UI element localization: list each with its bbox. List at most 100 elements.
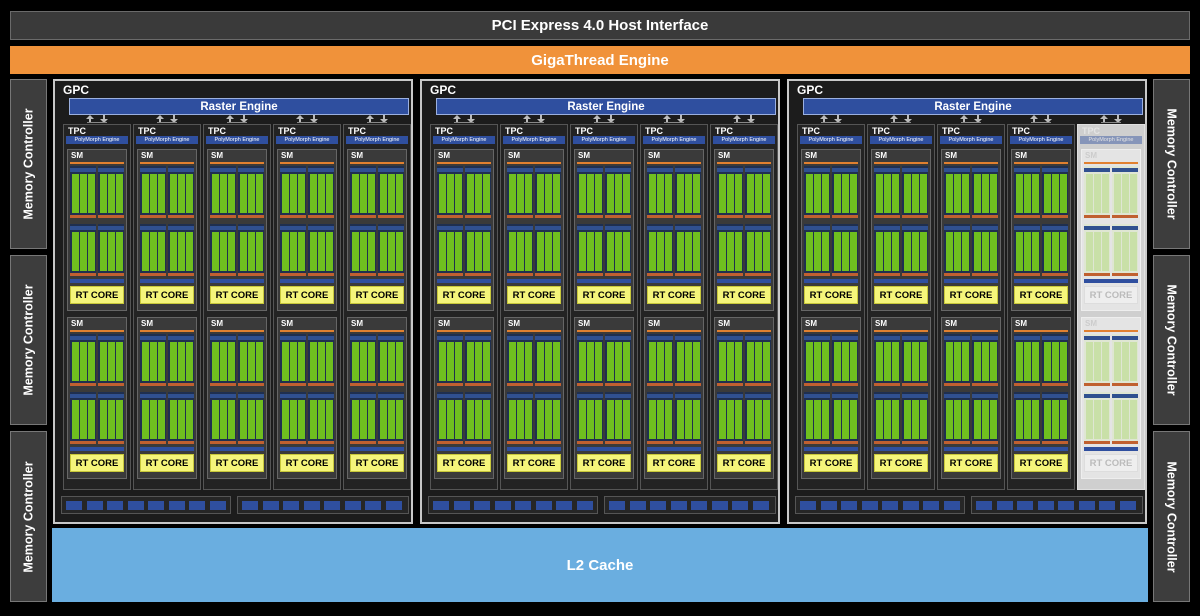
cuda-core-column (755, 232, 762, 271)
sm-register-bar (675, 273, 701, 276)
cuda-core-column (623, 342, 630, 381)
sm-processing-block (577, 224, 603, 276)
cuda-core-column (587, 342, 594, 381)
cuda-core-column (100, 400, 107, 439)
cuda-core-column (170, 400, 177, 439)
sm-register-bar (168, 441, 194, 444)
sm-processing-block (1084, 392, 1110, 444)
cuda-core-column (946, 232, 953, 271)
sm-label: SM (945, 151, 957, 160)
sm-processing-block (210, 166, 236, 218)
cuda-core-column (884, 174, 891, 213)
cuda-core-column (142, 400, 149, 439)
cuda-core-column (579, 342, 586, 381)
cuda-core-column (475, 400, 482, 439)
cuda-core-column (72, 174, 79, 213)
cuda-core-column (842, 174, 849, 213)
cuda-core-column (150, 400, 157, 439)
streaming-multiprocessor: SM RT CORE (347, 149, 407, 311)
cuda-core-column (455, 232, 462, 271)
sm-label: SM (351, 151, 363, 160)
sm-register-bar (1112, 383, 1138, 386)
sm-processing-block (140, 224, 166, 276)
sm-processing-block (535, 334, 561, 386)
sm-cache-bar (944, 330, 998, 332)
sm-processing-block (1014, 224, 1040, 276)
cuda-core-column (842, 232, 849, 271)
cuda-core-column (150, 174, 157, 213)
cuda-core-column (368, 174, 375, 213)
memory-unit-block (474, 501, 490, 510)
cuda-core-column (545, 342, 552, 381)
cuda-core-column (256, 400, 263, 439)
sm-scheduler-bar (465, 168, 491, 172)
bidirectional-arrow-icon (1030, 115, 1052, 123)
sm-scheduler-bar (647, 226, 673, 230)
sm-processing-block (717, 224, 743, 276)
cuda-core-column (298, 342, 305, 381)
rt-core: RT CORE (577, 286, 631, 304)
sm-register-bar (507, 383, 533, 386)
sm-processing-block (874, 166, 900, 218)
streaming-multiprocessor: SM RT CORE (207, 149, 267, 311)
tpc-2-4: TPC PolyMorph Engine SM RT CORE SM RT CORE (640, 124, 708, 490)
cuda-core-column (755, 400, 762, 439)
cuda-core-column (607, 400, 614, 439)
cuda-core-column (1086, 174, 1093, 213)
streaming-multiprocessor: SM RT CORE (67, 149, 127, 311)
cuda-core-column (517, 400, 524, 439)
sm-processing-block (902, 392, 928, 444)
sm-register-bar (675, 215, 701, 218)
cuda-core-column (719, 400, 726, 439)
sm-texture-bar (1084, 447, 1138, 451)
cuda-core-column (467, 342, 474, 381)
sm-register-bar (168, 383, 194, 386)
cuda-core-column (467, 232, 474, 271)
cuda-core-column (220, 400, 227, 439)
cuda-core-column (212, 342, 219, 381)
sm-scheduler-bar (350, 394, 376, 398)
cuda-core-column (763, 400, 770, 439)
cuda-core-column (850, 174, 857, 213)
sm-register-bar (1112, 441, 1138, 444)
cuda-core-column (455, 174, 462, 213)
tpc-1-2: TPC PolyMorph Engine SM RT CORE SM RT CORE (133, 124, 201, 490)
cuda-core-column (876, 400, 883, 439)
sm-register-bar (832, 383, 858, 386)
sm-register-bar (745, 273, 771, 276)
sm-processing-block (1084, 334, 1110, 386)
sm-scheduler-bar (717, 226, 743, 230)
sm-cache-bar (1084, 162, 1138, 164)
cuda-core-column (447, 342, 454, 381)
tpc-label: TPC (645, 126, 663, 136)
cuda-core-column (1086, 342, 1093, 381)
cuda-core-column (657, 342, 664, 381)
rt-core: RT CORE (874, 454, 928, 472)
memory-unit-block (670, 501, 687, 510)
cuda-core-column (537, 174, 544, 213)
sm-label: SM (945, 319, 957, 328)
sm-register-bar (280, 383, 306, 386)
sm-scheduler-bar (577, 394, 603, 398)
sm-register-bar (1042, 215, 1068, 218)
sm-processing-block (168, 392, 194, 444)
cuda-core-column (892, 232, 899, 271)
sm-scheduler-bar (605, 168, 631, 172)
cuda-core-column (228, 232, 235, 271)
cuda-core-column (517, 174, 524, 213)
sm-register-bar (944, 273, 970, 276)
bidirectional-arrow-icon (523, 115, 545, 123)
sm-scheduler-bar (902, 226, 928, 230)
sm-register-bar (437, 383, 463, 386)
raster-engine: Raster Engine (436, 98, 776, 115)
cuda-core-column (806, 232, 813, 271)
sm-processing-block (350, 166, 376, 218)
memory-unit-block (433, 501, 449, 510)
memory-unit-block (107, 501, 123, 510)
memory-unit-block (453, 501, 470, 510)
memory-controller-right-3: Memory Controller (1153, 431, 1190, 602)
cuda-core-column (80, 400, 87, 439)
cuda-core-column (1016, 232, 1023, 271)
cuda-core-column (509, 174, 516, 213)
sm-processing-block (675, 334, 701, 386)
